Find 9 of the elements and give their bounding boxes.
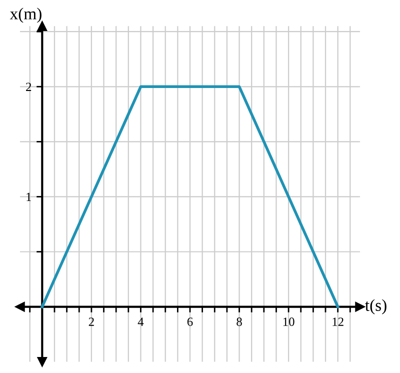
x-tick-label: 2 (88, 318, 94, 326)
y-axis-title: x(m) (10, 8, 42, 23)
x-axis-title: t(s) (365, 299, 386, 314)
x-tick-label: 12 (332, 318, 344, 326)
x-tick-label: 6 (187, 318, 193, 326)
x-tick-label: 4 (138, 318, 144, 326)
x-tick-label: 8 (236, 318, 242, 326)
y-tick-label: 1 (26, 192, 32, 202)
x-tick-label: 10 (283, 318, 294, 326)
